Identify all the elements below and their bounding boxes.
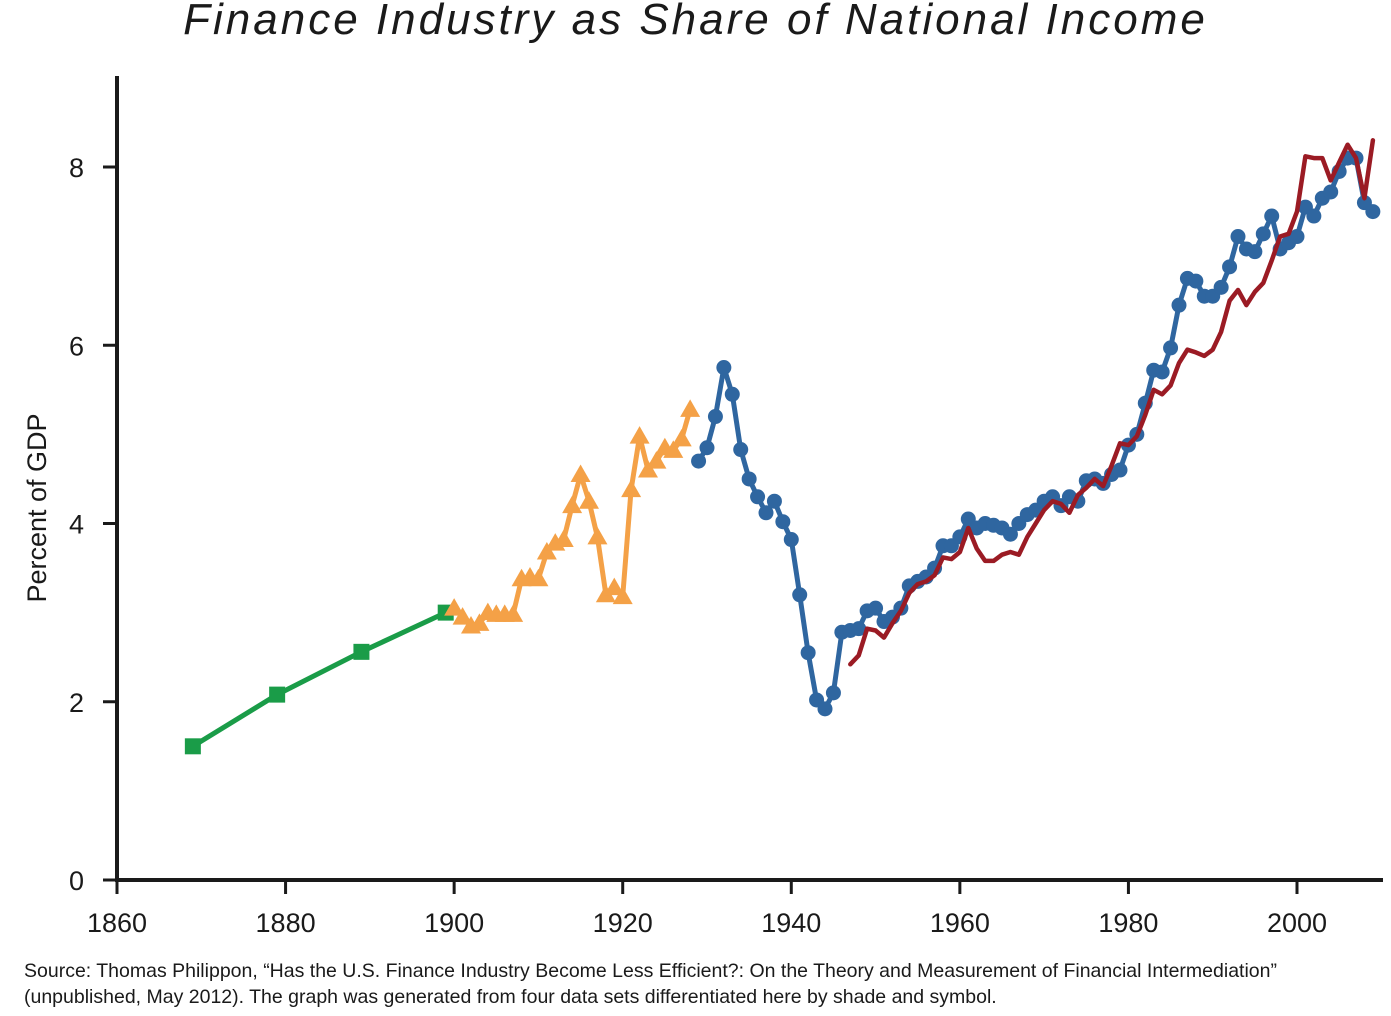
- data-point: [1188, 273, 1204, 289]
- data-point: [868, 600, 884, 616]
- data-point: [621, 479, 642, 498]
- data-point: [851, 621, 867, 637]
- y-tick-label: 8: [69, 153, 84, 183]
- data-point: [792, 587, 808, 603]
- series-line: [848, 138, 1376, 667]
- data-point: [800, 645, 816, 661]
- source-note: Source: Thomas Philippon, “Has the U.S. …: [24, 960, 1277, 1008]
- data-point: [604, 577, 625, 596]
- data-point: [1222, 259, 1238, 275]
- series-2: [444, 399, 701, 634]
- data-point: [553, 529, 574, 548]
- data-point: [766, 493, 782, 509]
- data-point: [503, 604, 524, 622]
- series-4: [848, 138, 1376, 667]
- y-tick-label: 2: [69, 688, 84, 718]
- x-tick-label: 1860: [87, 908, 147, 938]
- y-tick-label: 6: [69, 331, 84, 361]
- series-line: [190, 610, 449, 749]
- x-tick-label: 1940: [761, 908, 821, 938]
- plot-area: [184, 138, 1381, 755]
- data-point: [1154, 364, 1170, 380]
- data-point: [1230, 229, 1246, 245]
- data-point: [444, 598, 465, 616]
- data-point: [733, 442, 749, 458]
- data-point: [1289, 229, 1305, 245]
- data-point: [716, 360, 732, 376]
- data-point: [646, 451, 667, 469]
- y-tick-label: 4: [69, 510, 84, 540]
- data-point: [680, 399, 701, 417]
- data-point: [671, 428, 692, 447]
- series-line: [696, 155, 1376, 712]
- data-point: [663, 440, 684, 458]
- chart-title: Finance Industry as Share of National In…: [183, 0, 1208, 44]
- data-point: [691, 453, 707, 469]
- data-point: [750, 489, 766, 505]
- data-point: [353, 643, 370, 660]
- axis-ticks: 0 2 4 6 8 1860 1880 1900 1920 1940 1960 1980 2000: [69, 153, 1327, 938]
- data-point: [707, 409, 723, 425]
- data-point: [1171, 297, 1187, 313]
- data-point: [775, 514, 791, 530]
- data-point: [1112, 462, 1128, 478]
- data-point: [1365, 204, 1381, 220]
- data-point: [758, 505, 774, 521]
- data-point: [1255, 226, 1271, 242]
- series-3: [691, 150, 1381, 717]
- line-chart: 0 2 4 6 8 1860 1880 1900 1920 1940 1960 1980 2000 Pe…: [22, 76, 1383, 938]
- x-tick-label: 1900: [424, 908, 484, 938]
- data-point: [825, 685, 841, 701]
- data-point: [1163, 340, 1179, 356]
- x-tick-label: 2000: [1267, 908, 1327, 938]
- x-tick-label: 1980: [1098, 908, 1158, 938]
- x-tick-label: 1960: [930, 908, 990, 938]
- data-point: [1264, 208, 1280, 224]
- data-point: [1002, 526, 1018, 542]
- data-point: [1247, 244, 1263, 260]
- data-point: [783, 532, 799, 548]
- series-line: [451, 406, 693, 629]
- data-point: [562, 495, 583, 514]
- data-point: [699, 440, 715, 456]
- data-point: [741, 471, 757, 487]
- x-tick-label: 1880: [256, 908, 316, 938]
- data-point: [269, 686, 286, 703]
- series-1: [184, 604, 454, 755]
- data-point: [536, 542, 557, 560]
- x-tick-label: 1920: [593, 908, 653, 938]
- y-axis-title: Percent of GDP: [22, 413, 52, 602]
- y-tick-label: 0: [69, 866, 84, 896]
- data-point: [638, 460, 658, 478]
- data-point: [817, 701, 833, 717]
- data-point: [1213, 279, 1229, 295]
- data-point: [528, 568, 549, 587]
- data-point: [724, 386, 740, 402]
- data-point: [469, 613, 490, 631]
- data-point: [579, 491, 599, 509]
- data-point: [452, 607, 473, 625]
- data-point: [629, 426, 650, 444]
- data-point: [587, 526, 608, 545]
- data-point: [1323, 184, 1339, 200]
- data-point: [612, 586, 633, 605]
- data-point: [570, 464, 591, 482]
- chart-axes: [115, 76, 1383, 882]
- data-point: [1306, 208, 1322, 224]
- data-point: [184, 738, 201, 755]
